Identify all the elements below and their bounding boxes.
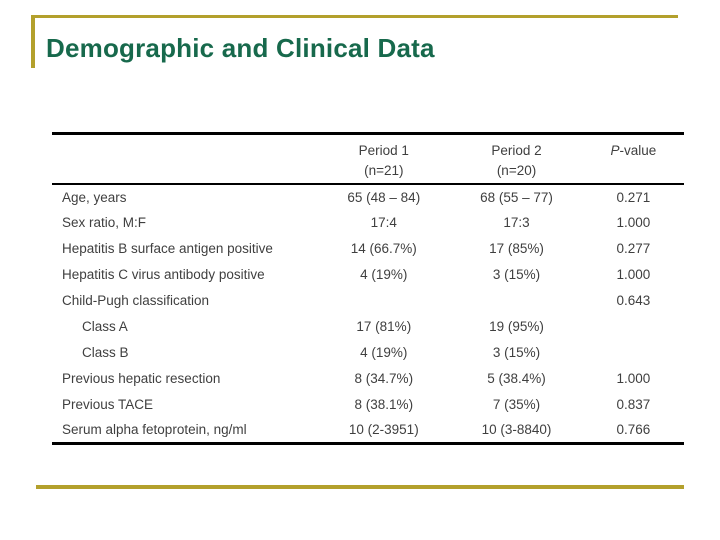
cell-period1: 14 (66.7%) <box>350 241 417 256</box>
cell-period1: 10 (2-3951) <box>348 422 419 438</box>
cell-pvalue: 0.643 <box>616 293 651 308</box>
table-row: Hepatitis B surface antigen positive 14 (… <box>52 236 684 262</box>
cell-pvalue: 0.837 <box>616 397 651 412</box>
table-row: Child-Pugh classification 0.643 <box>52 288 684 314</box>
table-body: Age, years 65 (48 – 84) 68 (55 – 77) 0.271 S… <box>52 184 684 444</box>
cell-pvalue: 0.766 <box>616 422 651 438</box>
title-accent-bar <box>31 15 35 68</box>
cell-pvalue: 1.000 <box>616 371 651 386</box>
cell-pvalue: 0.277 <box>616 241 651 256</box>
cell-row-label: Previous TACE <box>62 397 154 412</box>
cell-period1: 17:4 <box>370 215 397 230</box>
header-pvalue-line: P-value <box>583 141 684 161</box>
cell-pvalue: 1.000 <box>616 267 651 282</box>
cell-pvalue: 0.271 <box>616 189 651 205</box>
header-pvalue: P-value <box>582 133 684 185</box>
cell-period2: 68 (55 – 77) <box>480 189 553 205</box>
cell-period2: 10 (3-8840) <box>481 422 552 438</box>
header-pvalue-italic-p: P <box>610 143 620 158</box>
cell-period1: 17 (81%) <box>356 319 412 334</box>
header-period2-line2: (n=20) <box>496 163 537 178</box>
cell-row-label: Previous hepatic resection <box>62 371 221 386</box>
header-period2: Period 2 (n=20) <box>450 133 583 185</box>
cell-period2: 7 (35%) <box>492 397 541 412</box>
cell-period2 <box>450 288 583 314</box>
cell-period1: 65 (48 – 84) <box>347 189 421 205</box>
demographics-table: Period 1 (n=21) Period 2 (n=20) P-value … <box>52 132 684 445</box>
bottom-accent-rule <box>36 485 684 489</box>
table-header-row: Period 1 (n=21) Period 2 (n=20) P-value <box>52 133 684 185</box>
cell-pvalue <box>583 314 684 340</box>
page-title: Demographic and Clinical Data <box>46 33 435 63</box>
header-pvalue-rest: -value <box>619 143 657 158</box>
cell-period2: 17 (85%) <box>489 241 544 256</box>
header-period1: Period 1 (n=21) <box>317 133 451 185</box>
table-row: Previous hepatic resection 8 (34.7%) 5 (38… <box>52 366 684 392</box>
cell-row-label: Class B <box>82 345 129 360</box>
cell-period2: 3 (15%) <box>492 345 541 360</box>
cell-period1 <box>317 288 450 314</box>
cell-period1: 4 (19%) <box>360 267 408 282</box>
cell-period1: 8 (34.7%) <box>354 371 414 386</box>
table-row: Class A 17 (81%) 19 (95%) <box>52 314 684 340</box>
table-row: Class B 4 (19%) 3 (15%) <box>52 340 684 366</box>
header-period2-line1: Period 2 <box>491 143 542 158</box>
table-row: Previous TACE 8 (38.1%) 7 (35%) 0.837 <box>52 392 684 418</box>
cell-row-label: Hepatitis C virus antibody positive <box>62 267 265 282</box>
header-period1-line2: (n=21) <box>364 163 404 178</box>
cell-row-label: Child-Pugh classification <box>62 293 210 308</box>
table-row: Hepatitis C virus antibody positive 4 (19… <box>52 262 684 288</box>
cell-period2: 3 (15%) <box>492 267 541 282</box>
table-row: Sex ratio, M:F 17:4 17:3 1.000 <box>52 210 684 236</box>
cell-row-label: Sex ratio, M:F <box>62 215 147 230</box>
cell-row-label: Hepatitis B surface antigen positive <box>62 241 273 256</box>
top-accent-rule <box>31 15 678 18</box>
cell-row-label: Serum alpha fetoprotein, ng/ml <box>62 422 247 438</box>
header-row-label <box>52 133 318 185</box>
header-period1-line1: Period 1 <box>358 143 409 158</box>
cell-period2: 17:3 <box>503 215 530 230</box>
table-row: Serum alpha fetoprotein, ng/ml 10 (2-3951… <box>52 418 684 444</box>
cell-period2: 5 (38.4%) <box>487 371 546 386</box>
cell-row-label: Class A <box>82 319 128 334</box>
cell-pvalue <box>583 340 684 366</box>
cell-pvalue: 1.000 <box>616 215 651 230</box>
table-row: Age, years 65 (48 – 84) 68 (55 – 77) 0.271 <box>52 184 684 210</box>
cell-period2: 19 (95%) <box>489 319 544 334</box>
cell-period1: 8 (38.1%) <box>354 397 414 412</box>
cell-period1: 4 (19%) <box>360 345 408 360</box>
cell-row-label: Age, years <box>62 189 127 205</box>
